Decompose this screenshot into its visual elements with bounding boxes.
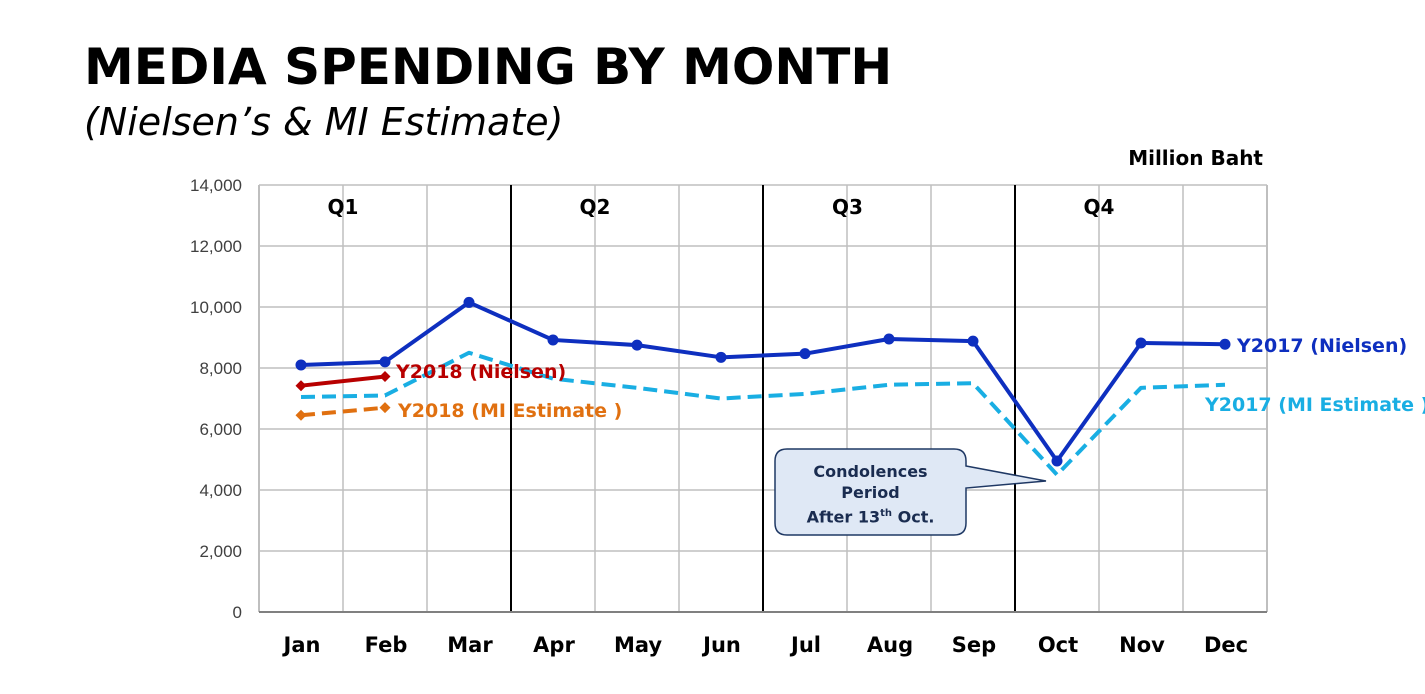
y-tick-label: 8,000 (199, 359, 242, 378)
y-tick-label: 4,000 (199, 481, 242, 500)
x-tick-label: Jul (789, 633, 821, 657)
y2017-nielsen-line (300, 300, 1226, 464)
unit-label: Million Baht (1128, 146, 1263, 170)
x-tick-label: Jan (282, 633, 321, 657)
y2017-mi-estimate-line (300, 350, 1226, 477)
x-tick-label: May (614, 633, 662, 657)
x-tick-label: Apr (533, 633, 575, 657)
y2018-mi-estimate-point (295, 409, 307, 421)
y-tick-label: 6,000 (199, 420, 242, 439)
y2018-nielsen-point (295, 380, 307, 392)
y2018-mi-estimate-point (379, 402, 391, 414)
quarter-label: Q3 (832, 195, 863, 219)
y2018-mi-estimate-line (300, 405, 386, 418)
condolences-callout: Condolences Period After 13th Oct. (775, 449, 966, 535)
x-tick-label: Dec (1204, 633, 1248, 657)
y2018-nielsen-point (379, 371, 391, 383)
y-tick-label: 14,000 (190, 176, 242, 195)
x-tick-label: Sep (952, 633, 996, 657)
y2017-nielsen-point (379, 356, 391, 368)
y2017-mi-estimate-label: Y2017 (MI Estimate ) (1204, 394, 1425, 416)
y2017-nielsen-point (1219, 338, 1231, 350)
y2017-nielsen-point (883, 333, 895, 345)
chart-title: MEDIA SPENDING BY MONTH (84, 38, 893, 96)
y-tick-label: 2,000 (199, 542, 242, 561)
y2017-nielsen-point (295, 359, 307, 371)
series-lines (295, 296, 1231, 477)
y2017-nielsen-point (1051, 455, 1063, 467)
y2018-nielsen-line (300, 374, 386, 388)
y2017-nielsen-point (547, 334, 559, 346)
y2017-nielsen-point (715, 351, 727, 363)
y2018-mi-estimate-label: Y2018 (MI Estimate ) (397, 400, 622, 422)
y-tick-label: 12,000 (190, 237, 242, 256)
quarter-label: Q2 (580, 195, 611, 219)
chart-subtitle: (Nielsen’s & MI Estimate) (84, 100, 564, 144)
y-tick-label: 0 (233, 603, 242, 622)
axes: 0 2,000 4,000 6,000 8,000 10,000 12,000 14,000 J… (190, 176, 1267, 657)
series-labels: Y2017 (Nielsen) Y2017 (MI Estimate ) Y2018… (395, 335, 1425, 422)
quarter-label: Q1 (328, 195, 359, 219)
x-tick-label: Feb (365, 633, 408, 657)
x-tick-label: Jun (701, 633, 741, 657)
x-tick-label: Aug (867, 633, 913, 657)
y2018-nielsen-label: Y2018 (Nielsen) (395, 361, 566, 383)
y2017-nielsen-point (463, 296, 475, 308)
y2017-nielsen-label: Y2017 (Nielsen) (1236, 335, 1407, 357)
y2017-nielsen-point (631, 339, 643, 351)
x-tick-label: Oct (1038, 633, 1078, 657)
callout-line-2: Period (841, 483, 900, 502)
callout-box (774, 448, 1047, 536)
x-tick-label: Nov (1119, 633, 1165, 657)
y2017-nielsen-point (967, 335, 979, 347)
x-tick-label: Mar (447, 633, 493, 657)
y-tick-label: 10,000 (190, 298, 242, 317)
callout-line-3: After 13th Oct. (806, 507, 935, 527)
quarter-label: Q4 (1084, 195, 1115, 219)
quarter-dividers: Q1 Q2 Q3 Q4 (328, 185, 1115, 612)
callout-line-1: Condolences (813, 462, 928, 481)
y2017-nielsen-point (1135, 337, 1147, 349)
y2017-nielsen-point (799, 348, 811, 360)
